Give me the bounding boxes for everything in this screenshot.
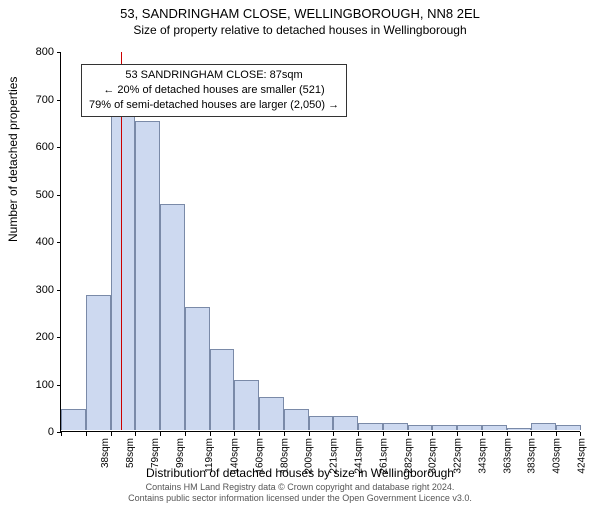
- y-tick-mark: [57, 100, 61, 101]
- y-tick-label: 200: [14, 331, 54, 343]
- histogram-bar: [185, 307, 210, 431]
- x-tick-mark: [432, 432, 433, 436]
- x-tick-mark: [259, 432, 260, 436]
- footer-line-2: Contains public sector information licen…: [0, 493, 600, 504]
- histogram-bar: [457, 425, 482, 430]
- histogram-bar: [482, 425, 507, 430]
- x-tick-mark: [531, 432, 532, 436]
- histogram-bar: [160, 204, 185, 430]
- y-tick-label: 500: [14, 189, 54, 201]
- annotation-line: 79% of semi-detached houses are larger (…: [89, 98, 339, 113]
- x-tick-mark: [333, 432, 334, 436]
- histogram-bar: [284, 409, 309, 430]
- x-tick-mark: [160, 432, 161, 436]
- histogram-bar: [531, 423, 556, 430]
- annotation-box: 53 SANDRINGHAM CLOSE: 87sqm← 20% of deta…: [81, 64, 347, 117]
- y-tick-label: 400: [14, 236, 54, 248]
- histogram-bar: [86, 295, 111, 430]
- y-tick-mark: [57, 385, 61, 386]
- x-tick-mark: [135, 432, 136, 436]
- x-tick-mark: [383, 432, 384, 436]
- x-tick-mark: [284, 432, 285, 436]
- histogram-bar: [111, 107, 136, 430]
- y-tick-label: 0: [14, 426, 54, 438]
- histogram-bar: [507, 428, 532, 430]
- chart-area: 010020030040050060070080038sqm58sqm79sqm…: [60, 52, 580, 432]
- chart-footer: Contains HM Land Registry data © Crown c…: [0, 482, 600, 504]
- y-tick-label: 700: [14, 94, 54, 106]
- histogram-bar: [432, 425, 457, 430]
- histogram-bar: [358, 423, 383, 430]
- x-axis-label: Distribution of detached houses by size …: [0, 466, 600, 480]
- x-tick-mark: [185, 432, 186, 436]
- annotation-line: ← 20% of detached houses are smaller (52…: [89, 83, 339, 98]
- x-tick-mark: [234, 432, 235, 436]
- y-tick-label: 300: [14, 284, 54, 296]
- x-tick-mark: [309, 432, 310, 436]
- x-tick-mark: [507, 432, 508, 436]
- histogram-bar: [234, 380, 259, 430]
- x-tick-mark: [61, 432, 62, 436]
- histogram-bar: [259, 397, 284, 430]
- x-tick-mark: [358, 432, 359, 436]
- histogram-bar: [408, 425, 433, 430]
- x-tick-mark: [86, 432, 87, 436]
- chart-subtitle: Size of property relative to detached ho…: [0, 23, 600, 37]
- y-tick-mark: [57, 147, 61, 148]
- histogram-bar: [556, 425, 581, 430]
- histogram-bar: [210, 349, 235, 430]
- y-tick-mark: [57, 52, 61, 53]
- x-tick-label: 38sqm: [100, 438, 111, 468]
- histogram-bar: [61, 409, 86, 430]
- y-tick-label: 600: [14, 141, 54, 153]
- x-tick-mark: [556, 432, 557, 436]
- x-tick-label: 79sqm: [150, 438, 161, 468]
- x-tick-mark: [210, 432, 211, 436]
- x-tick-mark: [482, 432, 483, 436]
- y-tick-mark: [57, 195, 61, 196]
- x-tick-mark: [457, 432, 458, 436]
- x-tick-label: 58sqm: [125, 438, 136, 468]
- y-tick-label: 100: [14, 379, 54, 391]
- plot-area: 010020030040050060070080038sqm58sqm79sqm…: [60, 52, 580, 432]
- x-tick-mark: [111, 432, 112, 436]
- y-tick-label: 800: [14, 46, 54, 58]
- x-tick-label: 99sqm: [175, 438, 186, 468]
- histogram-bar: [333, 416, 358, 430]
- annotation-line: 53 SANDRINGHAM CLOSE: 87sqm: [89, 68, 339, 83]
- chart-title: 53, SANDRINGHAM CLOSE, WELLINGBOROUGH, N…: [0, 6, 600, 21]
- histogram-bar: [383, 423, 408, 430]
- footer-line-1: Contains HM Land Registry data © Crown c…: [0, 482, 600, 493]
- histogram-bar: [135, 121, 160, 430]
- y-tick-mark: [57, 290, 61, 291]
- y-tick-mark: [57, 337, 61, 338]
- histogram-bar: [309, 416, 334, 430]
- y-tick-mark: [57, 242, 61, 243]
- x-tick-mark: [580, 432, 581, 436]
- x-tick-mark: [408, 432, 409, 436]
